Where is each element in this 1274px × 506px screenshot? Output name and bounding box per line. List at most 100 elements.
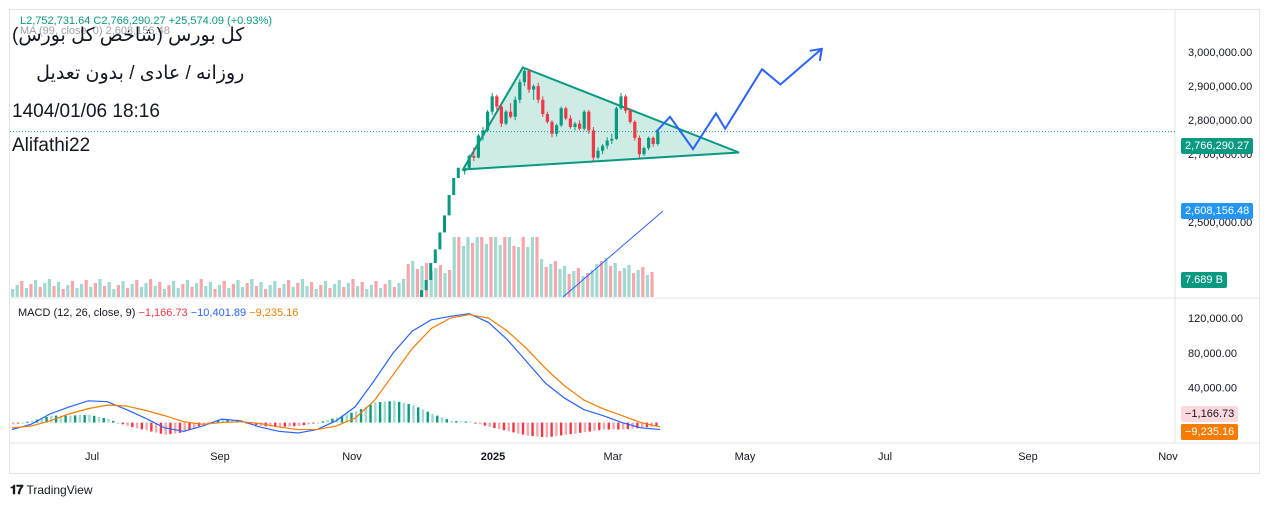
volume-bar (645, 275, 649, 297)
volume-bar (204, 286, 208, 297)
candle (518, 82, 522, 100)
candle (601, 145, 605, 151)
candle (573, 123, 577, 127)
volume-bar (342, 287, 346, 297)
time-tick-label: Nov (1158, 451, 1178, 463)
volume-bar (149, 279, 153, 297)
volume-bar (627, 265, 631, 297)
histogram-bar (388, 401, 391, 423)
histogram-bar (293, 422, 296, 427)
histogram-bar (364, 406, 367, 423)
volume-bar (356, 286, 360, 297)
histogram-bar (598, 422, 601, 431)
volume-bar (277, 288, 281, 297)
histogram-bar (412, 405, 415, 423)
candle (647, 137, 651, 149)
candle (596, 150, 600, 158)
histogram-bar (569, 422, 572, 435)
volume-bar (98, 279, 102, 297)
volume-bar (254, 286, 258, 297)
volume-bar (360, 282, 364, 297)
histogram-bar (383, 401, 387, 423)
histogram-bar (83, 414, 86, 423)
histogram-bar (207, 422, 210, 424)
time-tick-label: Jul (85, 451, 99, 463)
volume-bar (448, 270, 452, 297)
macd-line (11, 313, 661, 434)
chart-subtitle: روزانه / عادی / بدون تعدیل (36, 63, 245, 84)
tradingview-logo-icon: 𝟏𝟕 (10, 482, 24, 497)
histogram-bar (564, 422, 568, 435)
histogram-bar (226, 419, 229, 423)
histogram-bar (502, 422, 506, 431)
histogram-bar (259, 422, 263, 427)
histogram-bar (374, 402, 377, 423)
volume-bars (11, 237, 654, 297)
histogram-bar (593, 422, 596, 431)
time-tick-label: Jul (878, 451, 892, 463)
histogram-bar (16, 422, 20, 424)
histogram-bar (621, 422, 625, 430)
histogram-bar (402, 402, 406, 423)
macd-histogram (12, 400, 658, 438)
candle (651, 137, 655, 144)
volume-bar (480, 237, 484, 297)
histogram-bar (579, 422, 582, 433)
volume-bar (576, 268, 580, 297)
chart-title: کل بورس (شاخص کل بورس) (12, 25, 245, 46)
candle (591, 130, 595, 158)
histogram-bar (431, 413, 434, 423)
histogram-bar (455, 421, 458, 423)
histogram-bar (478, 422, 482, 425)
candle (452, 178, 456, 195)
histogram-bar (283, 422, 286, 427)
candle (481, 130, 485, 136)
histogram-bar (78, 415, 82, 423)
histogram-bar (498, 422, 501, 430)
footer: 𝟏𝟕 TradingView (10, 482, 93, 498)
candle (463, 167, 467, 172)
histogram-bar (112, 420, 115, 423)
candle (536, 86, 540, 100)
volume-bar (126, 288, 130, 297)
volume-bar (613, 263, 617, 297)
volume-bar (121, 281, 125, 297)
volume-bar (604, 258, 608, 297)
histogram-bar (459, 421, 463, 423)
histogram-bar (474, 422, 477, 424)
histogram-bar (88, 414, 91, 423)
histogram-bar (164, 422, 167, 435)
histogram-bar (216, 420, 220, 423)
volume-bar (29, 284, 33, 297)
histogram-bar (73, 415, 77, 423)
volume-bar (471, 243, 475, 297)
volume-bar (158, 282, 162, 297)
time-tick-label: 2025 (481, 451, 505, 463)
histogram-bar (602, 422, 606, 430)
ohlc-legend: L2,752,731.64 C2,766,290.27 +25,574.09 (… (20, 15, 272, 27)
candle (532, 86, 536, 90)
last-price-tag: 2,766,290.27 (1181, 138, 1254, 154)
candle (420, 290, 423, 297)
volume-bar (466, 237, 470, 297)
volume-bar (80, 284, 84, 297)
histogram-bar (550, 422, 553, 437)
candle (495, 96, 499, 107)
volume-bar (135, 280, 139, 297)
histogram-bar (450, 420, 453, 423)
volume-bar (57, 282, 61, 297)
volume-bar (641, 267, 645, 297)
volume-bar (319, 285, 323, 297)
candle (509, 111, 513, 117)
histogram-bar (150, 422, 153, 432)
candle (472, 155, 476, 158)
ma-legend: MA (99, close, 0) 2,608,156.48 (20, 25, 170, 37)
macd-signal-tag: −9,235.16 (1181, 424, 1239, 440)
histogram-bar (107, 419, 110, 423)
volume-bar (291, 287, 295, 297)
histogram-bar (393, 400, 396, 423)
candle (555, 125, 559, 134)
candle (513, 99, 517, 117)
histogram-bar (464, 421, 468, 423)
